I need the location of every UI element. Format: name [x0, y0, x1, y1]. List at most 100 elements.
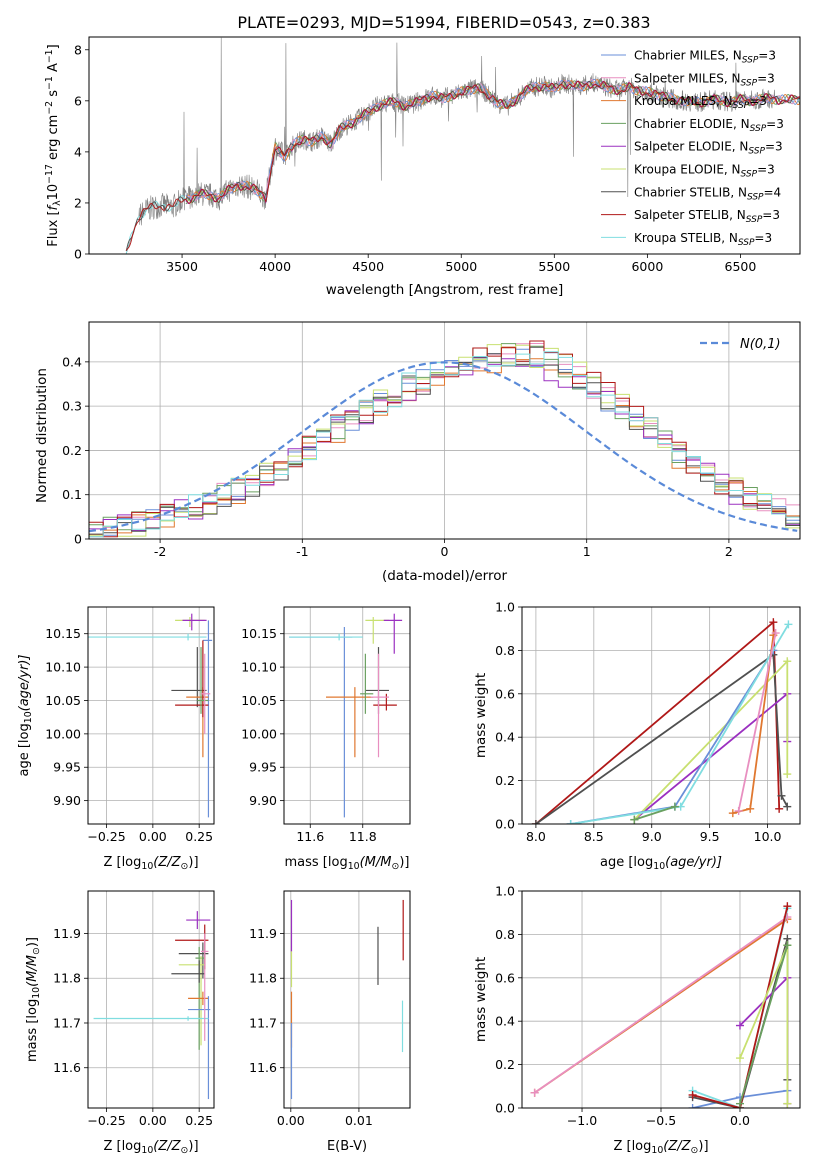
legend-sub: SSP: [750, 124, 767, 134]
y-tick-label: 0.6: [495, 686, 515, 701]
y-tick-label: 0: [74, 532, 82, 547]
y-tick-label: 0.4: [62, 354, 82, 369]
legend-suffix: =3: [757, 163, 775, 177]
marker-chabrier_elodie: [783, 941, 792, 950]
panel-weight_vs_Z: −1.0 −0.5 0.0 0.0 0.2 0.4 0.6 0.8 1.0 Z [log10(Z/…: [473, 884, 801, 1156]
x-tick-label: 4500: [352, 259, 384, 274]
y-tick-label: 4: [74, 144, 82, 159]
y-axis-label: age [log10(age/yr)]: [17, 655, 34, 777]
x-axis-label-part: )]: [188, 855, 198, 870]
y-axis-label-part: 10: [46, 184, 61, 201]
y-tick-label: 11.6: [53, 1060, 81, 1075]
y-axis-label-part: )]: [25, 937, 40, 947]
panel-residuals: -2 -1 0 1 2 0 0.1 0.2 0.3 0.4 (data-model)/error No…: [34, 321, 801, 584]
gaussian-curve: [89, 361, 798, 533]
panel-age_vs_mass: 11.6 11.8 9.90 9.95 10.00 10.05 10.10 10.15 mass…: [241, 606, 411, 872]
x-axis-label: age [log10(age/yr)]: [600, 855, 722, 872]
y-tick-label: 9.90: [249, 793, 277, 808]
y-tick-label: 11.9: [53, 926, 81, 941]
y-tick-label: 0.2: [495, 773, 515, 788]
x-tick-label: 5500: [538, 259, 570, 274]
legend-suffix: =3: [749, 94, 767, 108]
x-tick-label: 1: [583, 544, 591, 559]
legend-suffix: =3: [762, 208, 780, 222]
panel-weight_vs_age: 8.0 8.5 9.0 9.5 10.0 0.0 0.2 0.4 0.6 0.8 1.0 age [l…: [473, 600, 801, 872]
legend-sub: SSP: [746, 215, 763, 225]
plot-area-weight_vs_age: [531, 618, 793, 824]
histogram-kroupa_stelib: [89, 351, 800, 538]
y-tick-label: 11.8: [53, 971, 81, 986]
x-axis-label-part: ⊙: [181, 1145, 189, 1156]
legend-entry: Kroupa ELODIE, NSSP=3: [634, 163, 775, 180]
x-tick-label: 11.8: [349, 829, 377, 844]
x-axis-label: mass [log10(M/M⊙)]: [285, 855, 410, 872]
y-tick-label: 2: [74, 195, 82, 210]
weight-line-salpeter_miles: [534, 916, 788, 1094]
marker-salpeter_stelib: [783, 902, 792, 911]
marker-chabrier_miles: [688, 1104, 697, 1108]
legend-label: Salpeter ELODIE, N: [634, 140, 748, 154]
legend-label: Chabrier ELODIE, N: [634, 117, 750, 131]
y-axis-label-part: −1: [44, 49, 55, 63]
y-axis-label-part: (age/yr)]: [17, 655, 32, 712]
x-tick-label: 10.0: [754, 829, 782, 844]
y-tick-label: 0.0: [495, 1101, 515, 1116]
legend-label: Salpeter STELIB, N: [634, 208, 746, 222]
marker-kroupa_elodie: [783, 657, 792, 666]
legend-entry: Kroupa MILES, NSSP=3: [634, 94, 767, 111]
y-tick-label: 0.4: [495, 730, 515, 745]
x-axis-label-part: ⊙: [391, 861, 399, 872]
legend-entry: Salpeter MILES, NSSP=3: [634, 71, 775, 88]
y-axis-label-part: age [log: [17, 723, 32, 776]
y-tick-label: 8: [74, 42, 82, 57]
legend-label: Salpeter MILES, N: [634, 71, 741, 85]
legend-sub: SSP: [748, 147, 765, 157]
marker-chabrier_stelib: [531, 820, 540, 824]
x-tick-label: 8.5: [584, 829, 604, 844]
x-axis-label-part: 10: [651, 1145, 663, 1156]
y-axis-label-part: λ: [52, 200, 63, 206]
y-tick-label: 0.2: [495, 1057, 515, 1072]
x-axis-label-part: )]: [399, 855, 409, 870]
plot-area-weight_vs_Z: [530, 902, 792, 1108]
y-tick-label: 11.7: [249, 1015, 277, 1030]
legend-sub: SSP: [747, 192, 764, 202]
plot-area-spectrum: [125, 37, 800, 254]
legend-sub: SSP: [742, 56, 759, 66]
legend-label: Kroupa MILES, N: [634, 94, 733, 108]
x-tick-label: 0.01: [345, 1113, 373, 1128]
x-axis-label-part: (Z/Z: [153, 855, 181, 870]
legend-label: Kroupa STELIB, N: [634, 231, 738, 245]
x-axis-label-part: 10: [348, 861, 360, 872]
y-axis-label-part: f: [46, 203, 61, 210]
y-axis-label-part: s: [46, 90, 61, 101]
x-axis-label: (data-model)/error: [382, 568, 508, 584]
y-axis-label-part: −1: [44, 76, 55, 90]
x-tick-label: 0.0: [730, 1113, 750, 1128]
x-axis-label: Z [log10(Z/Z⊙)]: [613, 1139, 708, 1156]
y-tick-label: 0.4: [495, 1014, 515, 1029]
x-tick-label: 0.00: [277, 1113, 305, 1128]
plot-area-age_vs_mass: [289, 613, 403, 818]
y-tick-label: 0.8: [495, 927, 515, 942]
x-tick-label: 6000: [631, 259, 663, 274]
y-tick-label: 11.7: [53, 1015, 81, 1030]
legend-entry: Chabrier MILES, NSSP=3: [634, 49, 776, 66]
y-axis-label-part: −17: [44, 164, 55, 184]
x-axis-label-part: Z [log: [103, 855, 141, 870]
legend-suffix: =3: [758, 49, 776, 63]
marker-salpeter_stelib: [775, 804, 784, 813]
x-tick-label: 6500: [725, 259, 757, 274]
legend-entry: Salpeter ELODIE, NSSP=3: [634, 140, 783, 157]
histogram-salpeter_stelib: [89, 340, 800, 538]
figure-title: PLATE=0293, MJD=51994, FIBERID=0543, z=0…: [237, 13, 650, 32]
y-tick-label: 6: [74, 93, 82, 108]
x-tick-label: 5000: [445, 259, 477, 274]
x-axis-label-part: (Z/Z: [153, 1139, 181, 1154]
y-axis-label: Flux [fλ10−17 erg cm−2 s−1 A−1]: [44, 44, 63, 246]
y-tick-label: 0.0: [495, 817, 515, 832]
plot-area-mass_vs_ebv: [290, 899, 404, 1100]
x-axis-label-part: mass [log: [285, 855, 348, 870]
